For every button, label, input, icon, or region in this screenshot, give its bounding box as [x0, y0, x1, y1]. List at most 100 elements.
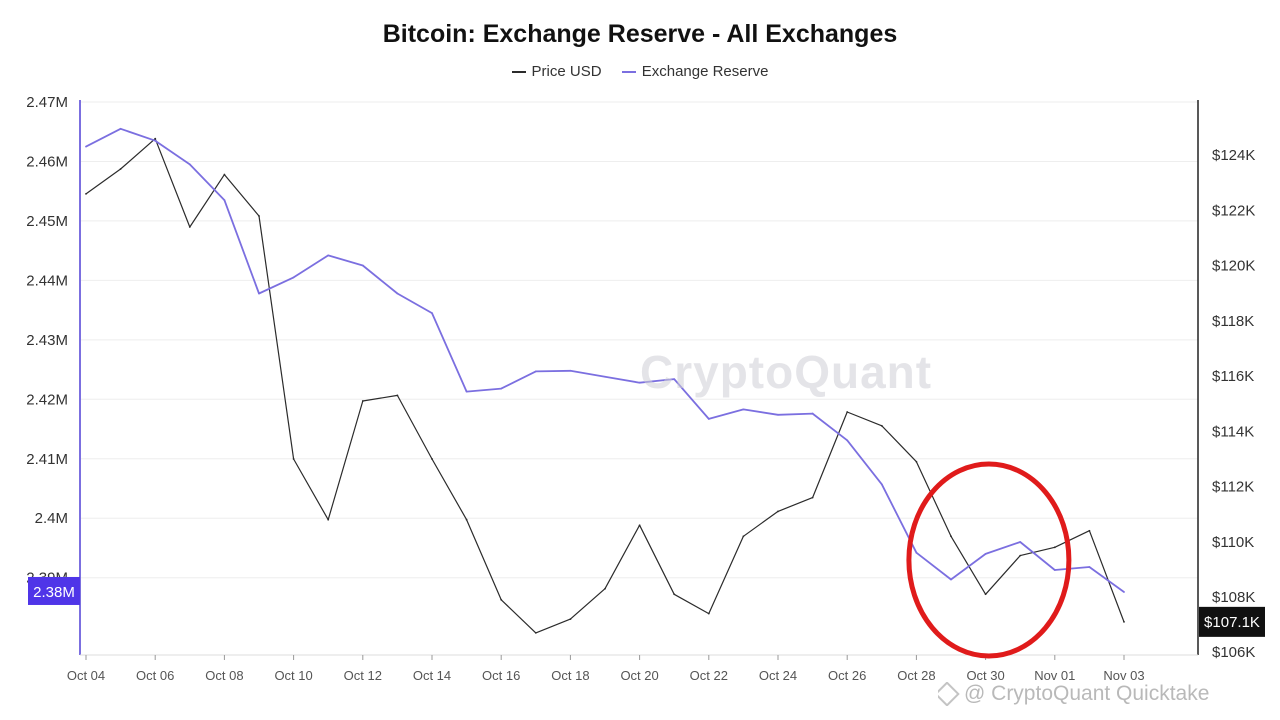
data-point-reserve [984, 553, 987, 555]
left-tick-label: 2.46M [26, 153, 68, 170]
data-point-reserve [431, 312, 433, 314]
data-point-price [777, 510, 779, 513]
data-point-price [915, 460, 918, 463]
data-point-reserve [742, 408, 745, 411]
data-point-reserve [915, 551, 918, 554]
data-point-reserve [292, 276, 295, 279]
legend-swatch-price [511, 71, 526, 74]
left-tick-label: 2.47M [26, 94, 68, 111]
right-tick-label: $110K [1212, 534, 1254, 551]
data-point-reserve [258, 292, 260, 295]
x-tick-label: Oct 18 [551, 668, 589, 683]
data-point-reserve [673, 378, 676, 380]
x-axis-ticks: Oct 04 Oct 06 Oct 08 Oct 10 Oct 12 Oct 14 Oct … [67, 655, 1145, 683]
data-point-reserve [811, 412, 814, 415]
x-tick-label: Oct 16 [482, 668, 520, 683]
right-tick-label: $106K [1212, 644, 1255, 661]
watermark: CryptoQuant [640, 346, 933, 398]
data-point-price [1088, 529, 1091, 532]
data-point-reserve [223, 199, 226, 202]
legend: Price USD Exchange Reserve [0, 63, 1280, 80]
data-point-reserve [604, 375, 606, 378]
legend-swatch-reserve [621, 71, 636, 74]
data-point-reserve [361, 264, 364, 267]
right-tick-label: $108K [1212, 589, 1255, 606]
data-point-reserve [1123, 591, 1125, 593]
data-point-reserve [707, 418, 710, 420]
data-point-reserve [119, 127, 122, 130]
right-tick-label: $112K [1212, 479, 1254, 496]
right-tick-label: $122K [1212, 202, 1255, 219]
data-point-price [154, 137, 157, 140]
legend-label-price: Price USD [531, 63, 602, 80]
footer-watermark: @ CryptoQuant Quicktake [938, 682, 1274, 706]
data-point-price [396, 394, 399, 397]
x-tick-label: Oct 06 [136, 668, 174, 683]
right-axis-ticks: $124K $122K $120K $118K $116K $114K $112K $110K… [1199, 147, 1265, 661]
right-tick-label: $124K [1212, 147, 1255, 164]
x-tick-label: Oct 30 [966, 668, 1004, 683]
right-tick-label: $114K [1212, 423, 1254, 440]
x-tick-label: Nov 01 [1034, 668, 1075, 683]
data-point-price [880, 424, 883, 427]
data-point-price [950, 535, 952, 538]
x-tick-label: Oct 28 [897, 668, 935, 683]
x-tick-label: Oct 10 [274, 668, 312, 683]
data-point-price [85, 192, 87, 195]
data-point-reserve [1019, 541, 1022, 543]
data-point-reserve [846, 439, 849, 442]
data-point-price [258, 215, 260, 217]
annotation-group [906, 461, 1072, 659]
right-current-value-label: $107.1K [1204, 614, 1260, 631]
data-point-reserve [1088, 566, 1091, 568]
footer-watermark-text: @ CryptoQuant Quicktake [964, 682, 1210, 705]
data-point-price [846, 411, 849, 413]
x-tick-label: Oct 22 [690, 668, 728, 683]
legend-item-reserve[interactable]: Exchange Reserve [621, 63, 769, 80]
data-point-price [119, 168, 122, 170]
data-point-price [984, 593, 987, 596]
series-line-price [85, 138, 1125, 634]
series-line-reserve [85, 127, 1125, 593]
x-tick-label: Oct 24 [759, 668, 797, 683]
legend-label-reserve: Exchange Reserve [641, 63, 769, 80]
x-tick-label: Oct 20 [620, 668, 658, 683]
left-tick-label: 2.44M [26, 272, 68, 289]
x-tick-label: Nov 03 [1103, 668, 1144, 683]
data-point-reserve [1053, 569, 1056, 571]
left-tick-label: 2.42M [26, 391, 68, 408]
data-point-reserve [638, 381, 641, 384]
x-tick-label: Oct 04 [67, 668, 105, 683]
data-point-price [1053, 546, 1056, 549]
data-point-price [361, 400, 364, 402]
data-point-price [431, 458, 433, 460]
data-point-reserve [777, 413, 779, 416]
data-point-price [1019, 554, 1022, 557]
left-tick-label: 2.43M [26, 332, 68, 349]
data-point-reserve [396, 292, 399, 295]
data-point-price [188, 226, 191, 228]
data-point-reserve [500, 387, 503, 390]
data-point-reserve [188, 163, 191, 166]
left-tick-label: 2.45M [26, 213, 68, 230]
data-point-price [292, 458, 295, 460]
left-current-value-box [28, 576, 80, 605]
axes [79, 100, 1199, 656]
left-axis-ticks: 2.47M 2.46M 2.45M 2.44M 2.43M 2.42M 2.41M 2.4M 2… [26, 94, 80, 605]
data-point-price [569, 618, 572, 621]
right-current-value-box [1199, 606, 1265, 637]
x-tick-label: Oct 14 [413, 668, 451, 683]
series-group [85, 127, 1125, 634]
right-tick-label: $120K [1212, 258, 1255, 275]
right-tick-label: $118K [1212, 313, 1254, 330]
data-point-price [742, 535, 745, 538]
x-tick-label: Oct 26 [828, 668, 866, 683]
data-point-price [811, 496, 814, 499]
data-point-price [638, 524, 641, 527]
data-point-reserve [327, 254, 330, 257]
data-point-reserve [85, 145, 87, 148]
x-tick-label: Oct 12 [344, 668, 382, 683]
annotation-ellipse [906, 461, 1072, 659]
left-tick-label: 2.41M [26, 451, 68, 468]
legend-item-price[interactable]: Price USD [511, 63, 602, 80]
